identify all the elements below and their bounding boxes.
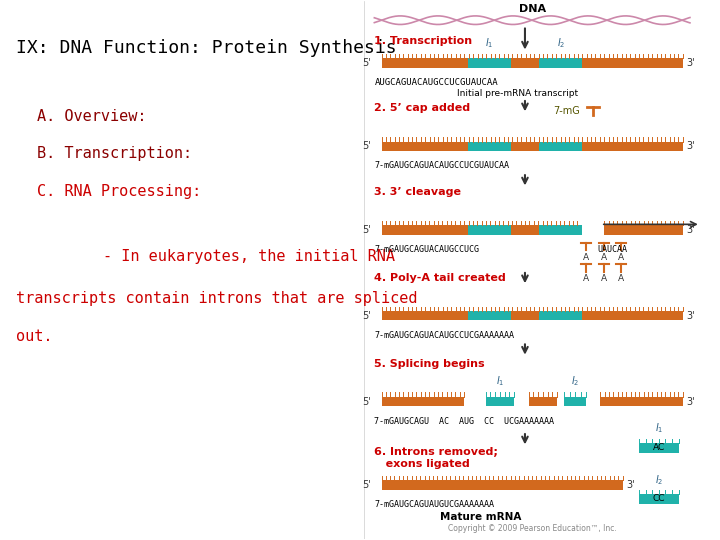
Bar [539,141,582,151]
Bar [382,311,683,321]
Text: 5': 5' [362,141,371,151]
Text: 3': 3' [686,396,695,407]
Bar [382,141,683,151]
Text: 5': 5' [362,480,371,490]
Text: 3': 3' [686,141,695,151]
Bar [467,311,510,321]
Text: A: A [618,274,624,283]
Text: $I_2$: $I_2$ [654,472,663,487]
Text: Initial pre-mRNA transcript: Initial pre-mRNA transcript [457,89,578,98]
Text: DNA: DNA [518,4,546,14]
Text: 2. 5’ cap added: 2. 5’ cap added [374,104,470,113]
Text: transcripts contain introns that are spliced: transcripts contain introns that are spl… [16,292,417,307]
Text: 7-mG: 7-mG [554,106,580,116]
Text: - In eukaryotes, the initial RNA: - In eukaryotes, the initial RNA [30,248,395,264]
Text: out.: out. [16,329,53,344]
Bar [382,480,623,490]
Bar [382,225,577,234]
Text: $I_2$: $I_2$ [571,374,580,388]
Bar [485,397,514,407]
Text: 5': 5' [362,225,371,235]
Bar [467,141,510,151]
Text: A: A [600,253,607,262]
Text: A: A [583,274,590,283]
Text: 1. Transcription: 1. Transcription [374,36,472,46]
Bar [382,58,683,68]
Bar [539,311,582,321]
Text: 7-mGAUGCAGUACAUGCCUCGUAUCAA: 7-mGAUGCAGUACAUGCCUCGUAUCAA [374,161,509,171]
Text: 5': 5' [362,310,371,321]
Text: A: A [600,274,607,283]
Text: C. RNA Processing:: C. RNA Processing: [37,184,202,199]
Text: 3': 3' [686,225,695,235]
Text: IX: DNA Function: Protein Synthesis: IX: DNA Function: Protein Synthesis [16,39,396,57]
Bar [604,225,683,234]
Text: AUGCAGUACAUGCCUCGUAUCAA: AUGCAGUACAUGCCUCGUAUCAA [374,78,498,87]
Bar [382,397,464,407]
Text: Mature mRNA: Mature mRNA [440,512,521,522]
Text: 3': 3' [626,480,635,490]
Bar [639,443,678,453]
Text: 3. 3’ cleavage: 3. 3’ cleavage [374,187,462,197]
Text: 5. Splicing begins: 5. Splicing begins [374,359,485,369]
Bar [528,397,557,407]
Bar [467,58,510,68]
Text: 3': 3' [686,310,695,321]
Bar [564,397,586,407]
Text: $I_1$: $I_1$ [654,422,663,435]
Text: UAUCAA: UAUCAA [598,245,627,254]
Text: Copyright © 2009 Pearson Education™, Inc.: Copyright © 2009 Pearson Education™, Inc… [448,524,616,533]
Text: A: A [583,253,590,262]
Text: 7-mGAUGCAGUACAUGCCUCGAAAAAAA: 7-mGAUGCAGUACAUGCCUCGAAAAAAA [374,330,514,340]
Text: 7-mGAUGCAGUACAUGCCUCG: 7-mGAUGCAGUACAUGCCUCG [374,245,480,254]
Text: A. Overview:: A. Overview: [37,109,147,124]
Text: $I_2$: $I_2$ [557,36,565,50]
Text: 3': 3' [686,58,695,68]
Text: 7-mGAUGCAGUAUGUCGAAAAAAA: 7-mGAUGCAGUAUGUCGAAAAAAA [374,500,495,509]
Text: 4. Poly-A tail created: 4. Poly-A tail created [374,273,506,282]
Text: 5': 5' [362,396,371,407]
Text: 6. Introns removed;
   exons ligated: 6. Introns removed; exons ligated [374,447,498,469]
Text: CC: CC [652,494,665,503]
Bar [600,397,683,407]
Text: 7-mGAUGCAGU  AC  AUG  CC  UCGAAAAAAA: 7-mGAUGCAGU AC AUG CC UCGAAAAAAA [374,417,554,426]
Bar [467,225,510,234]
Bar [639,494,678,504]
Bar [539,225,582,234]
Text: 5': 5' [362,58,371,68]
Text: B. Transcription:: B. Transcription: [37,146,192,161]
Text: A: A [618,253,624,262]
Bar [539,58,582,68]
Text: $I_1$: $I_1$ [485,36,493,50]
Text: $I_1$: $I_1$ [495,374,504,388]
Text: AC: AC [652,443,665,453]
